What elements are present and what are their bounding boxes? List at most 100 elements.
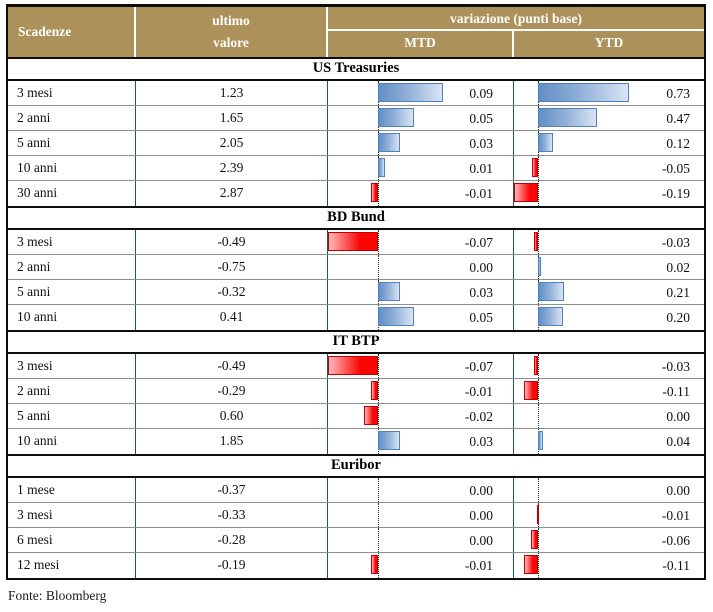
- ytd-cell: 0.20: [514, 305, 704, 330]
- mtd-value: -0.01: [464, 186, 493, 201]
- ytd-cell: 0.47: [514, 106, 704, 130]
- mtd-cell: 0.05: [328, 305, 514, 330]
- header-last-value-line2: valore: [213, 35, 249, 50]
- maturity-label: 3 mesi: [8, 230, 136, 254]
- bar-axis: [378, 379, 379, 403]
- bar-axis: [538, 230, 539, 254]
- maturity-label: 3 mesi: [8, 81, 136, 105]
- table-row: 5 anni -0.32 0.03 0.21: [8, 280, 704, 305]
- ytd-cell: -0.03: [514, 230, 704, 254]
- table-row: 30 anni 2.87 -0.01 -0.19: [8, 181, 704, 206]
- last-value: 1.23: [136, 81, 328, 105]
- table-row: 10 anni 1.85 0.03 0.04: [8, 429, 704, 454]
- mtd-cell: -0.02: [328, 404, 514, 428]
- maturity-label: 2 anni: [8, 379, 136, 403]
- ytd-value: -0.06: [661, 533, 690, 548]
- mtd-value: 0.09: [469, 86, 493, 101]
- ytd-cell: -0.05: [514, 156, 704, 180]
- mtd-bar: [378, 307, 414, 326]
- mtd-cell: 0.00: [328, 528, 514, 552]
- ytd-bar: [538, 108, 597, 127]
- mtd-bar: [370, 381, 378, 400]
- ytd-bar: [536, 505, 539, 524]
- ytd-value: -0.05: [661, 161, 690, 176]
- ytd-value: 0.21: [666, 285, 690, 300]
- table-row: 12 mesi -0.19 -0.01 -0.11: [8, 553, 704, 578]
- mtd-bar: [378, 83, 443, 102]
- mtd-value: -0.07: [464, 359, 493, 374]
- ytd-bar: [538, 307, 563, 326]
- mtd-value: 0.00: [469, 483, 493, 498]
- last-value: 1.85: [136, 429, 328, 454]
- mtd-value: 0.03: [469, 136, 493, 151]
- table-body: US Treasuries 3 mesi 1.23 0.09 0.73 2 anni 1.6…: [8, 57, 704, 578]
- ytd-cell: 0.02: [514, 255, 704, 279]
- maturity-label: 10 anni: [8, 156, 136, 180]
- ytd-value: 0.00: [666, 409, 690, 424]
- header-mtd: MTD: [328, 31, 514, 57]
- ytd-cell: 0.00: [514, 478, 704, 502]
- ytd-cell: 0.73: [514, 81, 704, 105]
- header-variation: variazione (punti base): [328, 7, 704, 31]
- ytd-bar: [530, 530, 538, 549]
- last-value: -0.75: [136, 255, 328, 279]
- mtd-value: 0.00: [469, 508, 493, 523]
- mtd-value: 0.03: [469, 434, 493, 449]
- maturity-label: 10 anni: [8, 305, 136, 330]
- bar-axis: [538, 354, 539, 378]
- mtd-bar: [378, 108, 414, 127]
- ytd-bar: [514, 183, 538, 202]
- ytd-cell: 0.21: [514, 280, 704, 304]
- last-value: -0.19: [136, 553, 328, 578]
- ytd-bar: [538, 431, 543, 450]
- ytd-value: 0.20: [666, 310, 690, 325]
- maturity-label: 5 anni: [8, 280, 136, 304]
- mtd-value: -0.07: [464, 235, 493, 250]
- ytd-value: -0.03: [661, 359, 690, 374]
- header-variation-subrow: MTD YTD: [328, 31, 704, 57]
- mtd-bar: [363, 406, 378, 425]
- bar-axis: [378, 553, 379, 578]
- maturity-label: 5 anni: [8, 404, 136, 428]
- header-last-value-line1: ultimo: [212, 13, 250, 28]
- mtd-bar: [370, 183, 378, 202]
- mtd-cell: -0.01: [328, 553, 514, 578]
- table-row: 3 mesi -0.49 -0.07 -0.03: [8, 354, 704, 379]
- last-value: 0.41: [136, 305, 328, 330]
- ytd-value: 0.73: [666, 86, 690, 101]
- ytd-cell: 0.04: [514, 429, 704, 454]
- mtd-cell: -0.01: [328, 379, 514, 403]
- ytd-bar: [534, 232, 538, 251]
- ytd-value: -0.11: [662, 384, 690, 399]
- mtd-cell: 0.03: [328, 131, 514, 155]
- ytd-bar: [538, 133, 553, 152]
- header-variation-group: variazione (punti base) MTD YTD: [328, 7, 704, 57]
- mtd-cell: 0.05: [328, 106, 514, 130]
- yield-table: Scadenze ultimo valore variazione (punti…: [6, 4, 706, 580]
- mtd-cell: 0.01: [328, 156, 514, 180]
- bar-axis: [538, 528, 539, 552]
- bar-axis: [378, 503, 379, 527]
- table-row: 1 mese -0.37 0.00 0.00: [8, 478, 704, 503]
- mtd-cell: 0.09: [328, 81, 514, 105]
- ytd-bar: [524, 555, 538, 574]
- ytd-value: -0.03: [661, 235, 690, 250]
- ytd-value: 0.00: [666, 483, 690, 498]
- last-value: -0.49: [136, 354, 328, 378]
- last-value: 2.39: [136, 156, 328, 180]
- ytd-value: 0.47: [666, 111, 690, 126]
- ytd-bar: [538, 257, 541, 276]
- last-value: -0.29: [136, 379, 328, 403]
- mtd-cell: 0.00: [328, 503, 514, 527]
- maturity-label: 2 anni: [8, 255, 136, 279]
- bar-axis: [538, 156, 539, 180]
- mtd-cell: -0.07: [328, 354, 514, 378]
- mtd-bar: [328, 356, 378, 375]
- bar-axis: [378, 478, 379, 502]
- header-maturity: Scadenze: [8, 7, 136, 57]
- mtd-bar: [378, 133, 400, 152]
- bar-axis: [538, 404, 539, 428]
- mtd-value: -0.01: [464, 384, 493, 399]
- ytd-bar: [524, 381, 538, 400]
- ytd-cell: -0.11: [514, 379, 704, 403]
